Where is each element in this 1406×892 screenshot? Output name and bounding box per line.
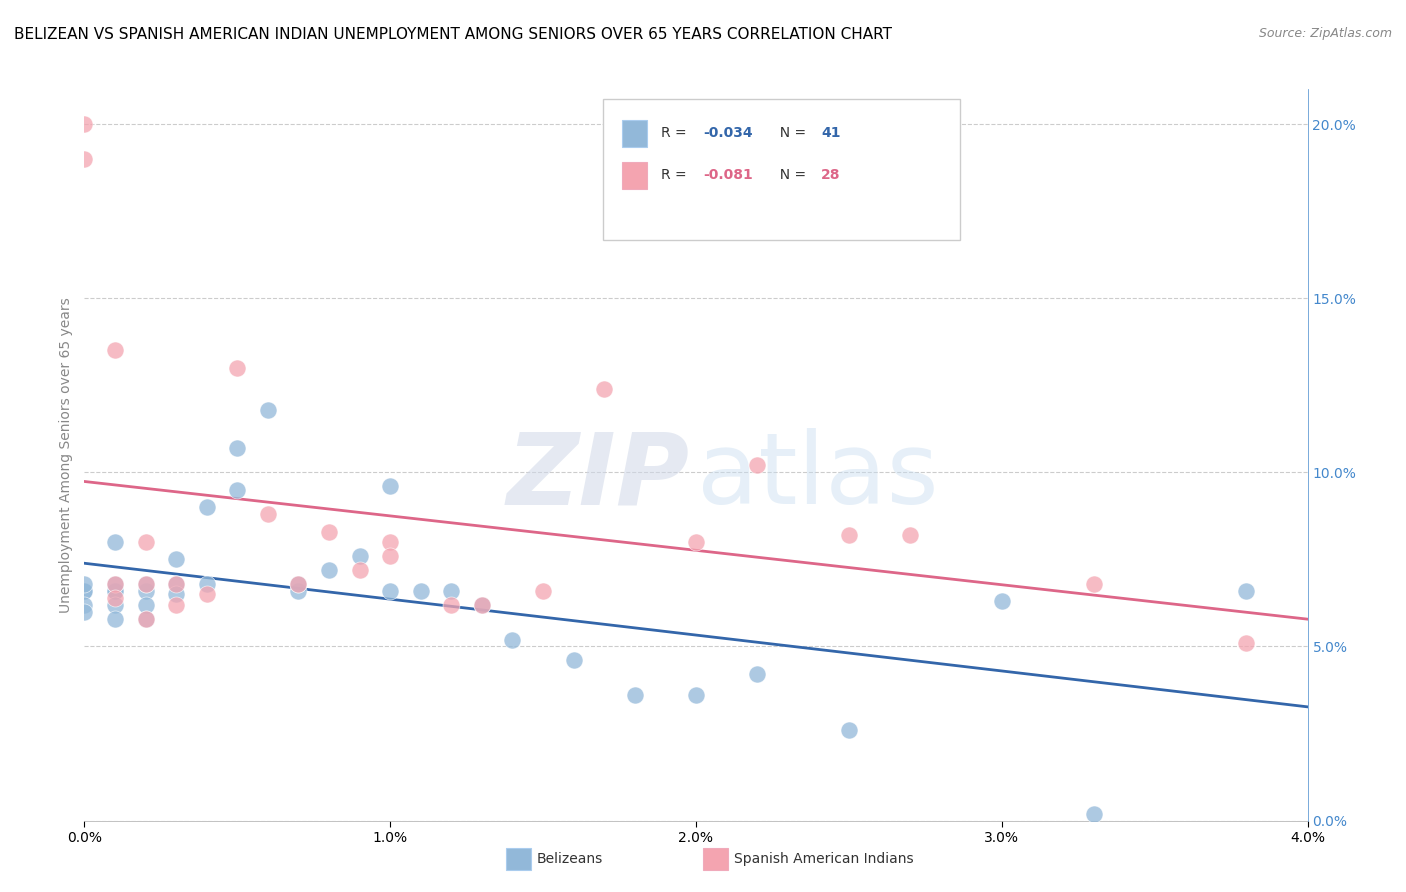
Point [287,583,309,598]
Point [135,535,157,549]
Point [380,549,402,563]
Point [471,598,494,612]
Text: -0.034: -0.034 [703,127,752,140]
Point [135,612,157,626]
Point [165,552,187,566]
Point [135,598,157,612]
Point [747,667,769,681]
Text: Belizeans: Belizeans [537,852,603,866]
Point [226,360,249,375]
Point [502,632,524,647]
Point [440,598,463,612]
Point [593,382,616,396]
Point [685,535,707,549]
Point [471,598,494,612]
Point [838,528,860,542]
Point [135,576,157,591]
Text: N =: N = [770,127,810,140]
Point [531,583,554,598]
Point [135,612,157,626]
Point [1083,806,1105,821]
Point [349,549,371,563]
Text: Spanish American Indians: Spanish American Indians [734,852,914,866]
Text: N =: N = [770,169,810,182]
Point [195,576,218,591]
Text: BELIZEAN VS SPANISH AMERICAN INDIAN UNEMPLOYMENT AMONG SENIORS OVER 65 YEARS COR: BELIZEAN VS SPANISH AMERICAN INDIAN UNEM… [14,27,891,42]
Point [104,583,127,598]
Text: 41: 41 [821,127,841,140]
Point [73,583,96,598]
Point [226,441,249,455]
Point [165,598,187,612]
Point [73,576,96,591]
Text: ZIP: ZIP [506,428,689,525]
Point [195,500,218,515]
Point [318,563,340,577]
Point [135,576,157,591]
Point [73,598,96,612]
Point [1236,583,1258,598]
Point [440,583,463,598]
Point [287,576,309,591]
Text: R =: R = [661,169,690,182]
Point [898,528,921,542]
Point [380,583,402,598]
Text: Source: ZipAtlas.com: Source: ZipAtlas.com [1258,27,1392,40]
Point [104,612,127,626]
Y-axis label: Unemployment Among Seniors over 65 years: Unemployment Among Seniors over 65 years [59,297,73,613]
Point [1236,636,1258,650]
Point [226,483,249,497]
Point [73,605,96,619]
Point [257,402,280,417]
Point [73,152,96,166]
Point [73,117,96,131]
Point [747,458,769,473]
Point [195,587,218,601]
Point [104,576,127,591]
Point [104,591,127,605]
Point [562,653,585,667]
Text: -0.081: -0.081 [703,169,752,182]
Text: R =: R = [661,127,690,140]
Point [165,576,187,591]
Point [409,583,432,598]
Point [104,598,127,612]
Point [165,576,187,591]
Text: atlas: atlas [697,428,939,525]
Point [380,479,402,493]
Point [318,524,340,539]
Point [349,563,371,577]
Point [991,594,1014,608]
Point [165,587,187,601]
Point [104,535,127,549]
Point [1083,576,1105,591]
Text: 28: 28 [821,169,841,182]
Point [104,576,127,591]
Point [104,583,127,598]
Point [135,583,157,598]
Point [838,723,860,737]
Point [73,583,96,598]
Point [257,507,280,521]
Point [380,535,402,549]
Point [287,576,309,591]
Point [624,688,647,702]
Point [104,343,127,358]
Point [685,688,707,702]
